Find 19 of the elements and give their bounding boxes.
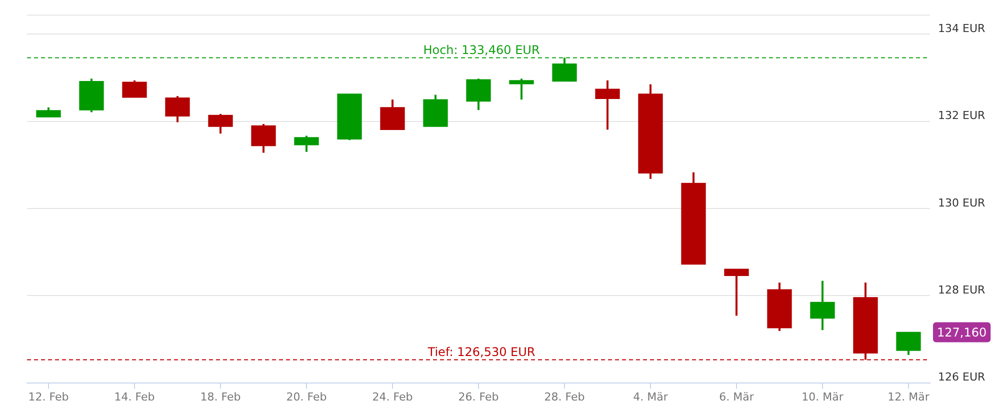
- x-tick-label: 20. Feb: [286, 390, 327, 404]
- ref-line-label: Hoch: 133,460 EUR: [423, 42, 540, 57]
- x-tick-label: 10. Mär: [802, 390, 844, 404]
- ref-line-label: Tief: 126,530 EUR: [426, 344, 536, 359]
- x-tick-label: 12. Mär: [888, 390, 930, 404]
- x-tick-label: 6. Mär: [719, 390, 754, 404]
- y-tick-label: 132 EUR: [938, 109, 986, 122]
- y-tick-label: 128 EUR: [938, 284, 986, 297]
- y-tick-label: 134 EUR: [938, 22, 986, 36]
- x-tick-label: 4. Mär: [633, 390, 668, 404]
- x-tick-label: 24. Feb: [372, 390, 413, 404]
- x-tick-label: 14. Feb: [114, 390, 155, 404]
- x-tick-label: 18. Feb: [200, 390, 241, 404]
- x-tick-label: 12. Feb: [28, 390, 69, 404]
- x-tick-label: 26. Feb: [458, 390, 499, 404]
- x-tick-label: 28. Feb: [544, 390, 585, 404]
- y-tick-label: 130 EUR: [938, 196, 986, 210]
- y-tick-label: 126 EUR: [938, 370, 986, 384]
- text: 127,160: [937, 325, 987, 340]
